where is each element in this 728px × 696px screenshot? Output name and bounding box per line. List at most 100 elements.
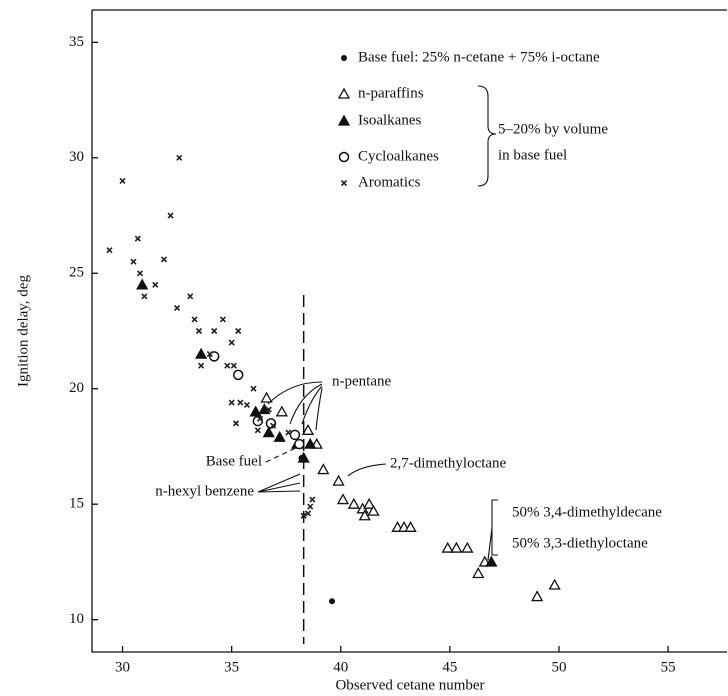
marker-part (273, 430, 286, 442)
marker-part (208, 351, 220, 362)
marker-part (174, 304, 181, 311)
marker-part (441, 541, 454, 553)
marker-part (461, 541, 474, 553)
marker-part (270, 422, 277, 429)
annotation: Base fuel (206, 453, 262, 469)
leader-line (347, 463, 387, 477)
point (167, 212, 174, 219)
marker-part (548, 578, 561, 590)
marker-part (485, 555, 498, 567)
marker-part (358, 509, 371, 521)
point (141, 293, 148, 300)
marker-part (228, 399, 235, 406)
point (228, 339, 235, 346)
marker-part (243, 401, 250, 408)
point (187, 293, 194, 300)
x-tick-label: 40 (333, 659, 348, 675)
point (211, 327, 218, 335)
marker-part (450, 541, 463, 553)
marker-part (265, 406, 272, 413)
marker-part (337, 87, 351, 99)
annotation: 2,7-dimethyloctane (390, 455, 507, 471)
point (301, 423, 315, 435)
point (367, 504, 380, 516)
marker-part (219, 316, 226, 323)
marker-part (297, 451, 310, 463)
legend-label: n-paraffins (358, 85, 424, 101)
legend-note: 5–20% by volume (498, 121, 608, 137)
point (134, 235, 141, 242)
point (548, 578, 561, 590)
marker-part (160, 256, 168, 263)
point (260, 391, 273, 403)
point (309, 496, 316, 503)
marker-part (106, 247, 113, 254)
legend-label: Base fuel: 25% n-cetane + 75% i-octane (358, 49, 600, 65)
legend-brace (477, 85, 497, 187)
point (441, 541, 454, 553)
leader-line (257, 473, 301, 493)
point (174, 304, 181, 311)
marker-part (317, 463, 330, 475)
x-tick-label: 55 (661, 659, 676, 675)
point (249, 405, 262, 417)
marker-part (191, 316, 198, 323)
marker-part (336, 493, 350, 505)
marker-part (340, 179, 348, 187)
marker-part (294, 438, 305, 450)
point (243, 401, 250, 408)
point (119, 177, 126, 184)
y-tick-label: 35 (69, 34, 84, 50)
marker-part (206, 351, 213, 358)
marker-part (341, 55, 347, 61)
legend-label: Cycloalkanes (358, 148, 439, 164)
point (230, 362, 237, 369)
point (307, 503, 314, 510)
legend-label: Isoalkanes (358, 112, 421, 128)
marker-part (136, 278, 149, 290)
point (219, 316, 226, 323)
marker-part (176, 154, 183, 161)
marker-part (250, 385, 257, 392)
y-axis-label: Ignition delay, deg (15, 275, 31, 387)
point (152, 281, 159, 288)
point (450, 541, 463, 553)
point (270, 422, 277, 429)
point (256, 415, 264, 422)
marker-part (301, 423, 315, 435)
point (304, 510, 312, 517)
marker-part (195, 327, 202, 335)
marker-part (363, 497, 376, 509)
point (195, 347, 208, 359)
marker-part (187, 293, 194, 300)
point (461, 541, 474, 553)
point (363, 497, 376, 509)
marker-part (260, 391, 273, 403)
point (232, 420, 240, 427)
legend-label: Aromatics (358, 174, 421, 190)
marker-part (309, 496, 316, 503)
x-axis-label: Observed cetane number (335, 677, 484, 693)
point (358, 509, 371, 521)
marker-part (228, 339, 235, 346)
leader-line (487, 499, 498, 561)
marker-part (235, 327, 242, 335)
marker-part (531, 590, 544, 602)
point (332, 474, 345, 486)
point (273, 430, 286, 442)
point (176, 154, 183, 161)
point (329, 598, 336, 605)
x-tick-label: 35 (224, 659, 239, 675)
marker-part (289, 429, 301, 441)
point (317, 463, 330, 475)
annotation: 50% 3,3-diethyloctane (512, 535, 648, 551)
point (294, 438, 305, 450)
marker-part (167, 212, 174, 219)
point (106, 247, 113, 254)
legend-marker (341, 55, 347, 61)
point (228, 399, 235, 406)
point (224, 362, 231, 369)
point (300, 512, 307, 519)
marker-part (300, 512, 307, 519)
marker-part (332, 474, 345, 486)
